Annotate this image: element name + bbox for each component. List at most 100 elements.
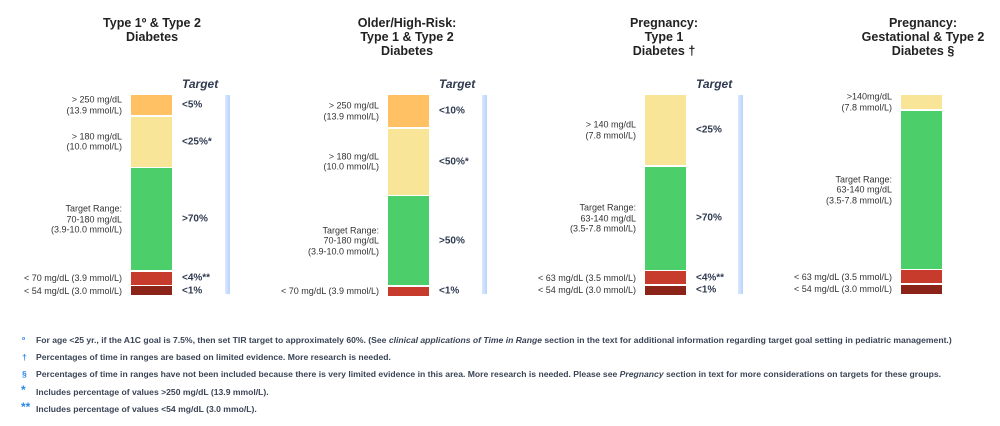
range-label-line: > 250 mg/dL <box>71 94 122 105</box>
reference-line <box>738 95 743 294</box>
in-range-range-label: Target Range: 63-140 mg/dL (3.5-7.8 mmol/L… <box>496 202 636 234</box>
high-range-label: > 180 mg/dL (10.0 mmol/L) <box>239 151 379 172</box>
very-high-target-value: <10% <box>439 105 465 117</box>
footnote-text: Pregnancy <box>619 369 664 380</box>
high-range-label: > 180 mg/dL (10.0 mmol/L) <box>0 131 122 152</box>
footnote: * Includes percentage of values >250 mg/d… <box>21 384 992 403</box>
panel-title-line: Diabetes <box>125 30 179 44</box>
very-low-bar-segment <box>901 284 942 294</box>
in-range-range-label: Target Range: 63-140 mg/dL (3.5-7.8 mmol/L… <box>752 174 892 206</box>
footnote-text: section in the text for additional infor… <box>542 335 952 345</box>
in-range-bar-segment <box>901 110 942 269</box>
high-bar-segment <box>131 116 172 167</box>
in-range-range-label: Target Range: 70-180 mg/dL (3.9-10.0 mmol/… <box>0 203 122 235</box>
panel-title: Pregnancy: Gestational & Type 2 Diabetes § <box>843 16 1000 58</box>
very-high-range-label: > 250 mg/dL (13.9 mmol/L) <box>239 101 379 122</box>
panel-title-line: Type 1 <box>644 30 684 44</box>
very-low-bar-segment <box>645 285 686 295</box>
footnote: § Percentages of time in ranges have not … <box>22 368 992 385</box>
low-range-label: < 70 mg/dL (3.9 mmol/L) <box>0 273 122 284</box>
low-range-label: < 63 mg/dL (3.5 mmol/L) <box>496 272 636 283</box>
target-header: Target <box>696 77 733 91</box>
range-label-line: (7.8 mmol/L) <box>841 102 892 112</box>
range-label-line: < 70 mg/dL (3.9 mmol/L) <box>24 272 122 283</box>
range-label-line: Target Range: <box>322 224 379 235</box>
panel-title: Pregnancy: Type 1 Diabetes † <box>584 16 744 58</box>
high-target-value: <50%* <box>439 156 469 167</box>
footnote: ** Includes percentage of values <54 mg/d… <box>21 401 992 420</box>
high-bar-segment <box>645 95 686 165</box>
in-range-range-label: Target Range: 70-180 mg/dL (3.9-10.0 mmol/… <box>239 225 379 257</box>
panel-title-line: Diabetes § <box>891 44 955 58</box>
footnote-symbol: º <box>22 335 26 345</box>
high-bar-segment <box>901 95 942 109</box>
range-label-line: (10.0 mmol/L) <box>66 141 122 152</box>
footnote-text: Percentages of time in ranges have not b… <box>36 369 620 380</box>
very-high-range-label: > 250 mg/dL (13.9 mmol/L) <box>0 95 122 116</box>
high-range-label: >140mg/dL (7.8 mmol/L) <box>752 92 892 113</box>
range-label-line: > 180 mg/dL <box>71 131 122 141</box>
low-bar-segment <box>645 271 686 284</box>
low-target-value: <4%** <box>182 272 211 284</box>
footnote-text: section in text for more considerations … <box>663 369 942 380</box>
range-label-line: < 54 mg/dL (3.0 mmol/L) <box>538 284 636 295</box>
panel-title-line: Diabetes † <box>632 44 696 58</box>
footnote-text: For age <25 yr., if the A1C goal is 7.5%… <box>36 335 389 345</box>
low-bar-segment <box>901 270 942 283</box>
range-label-line: (13.9 mmol/L) <box>66 105 122 115</box>
range-label-line: Target Range: <box>835 173 892 184</box>
footnote-text: clinical applications of Time in Range <box>388 335 542 345</box>
range-label-line: (10.0 mmol/L) <box>323 161 379 172</box>
range-label-line: (3.5-7.8 mmol/L) <box>825 194 892 205</box>
range-label-line: > 180 mg/dL <box>328 151 379 161</box>
very-high-bar-segment <box>131 95 172 115</box>
range-label-line: > 250 mg/dL <box>328 100 379 111</box>
very-low-range-label: < 54 mg/dL (3.0 mmol/L) <box>0 285 122 296</box>
range-label-line: (3.9-10.0 mmol/L) <box>50 224 122 235</box>
footnote: † Percentages of time in ranges are based… <box>22 351 992 368</box>
range-label-line: < 70 mg/dL (3.9 mmol/L) <box>281 285 379 296</box>
target-header: Target <box>439 77 476 91</box>
low-bar-segment <box>131 271 172 285</box>
footnote-symbol: † <box>22 352 27 363</box>
chart-panel: Pregnancy: Type 1 Diabetes † Target > 140 mg… <box>496 16 744 296</box>
panel-title-line: Diabetes <box>380 44 434 58</box>
footnote-text: Includes percentage of values >250 mg/dL… <box>36 386 269 397</box>
range-label-line: (13.9 mmol/L) <box>323 111 379 121</box>
panel-title-line: Gestational & Type 2 <box>861 30 985 44</box>
range-label-line: < 63 mg/dL (3.5 mmol/L) <box>794 271 892 282</box>
footnote-symbol: § <box>22 369 27 380</box>
range-label-line: Target Range: <box>65 203 122 214</box>
very-low-target-value: <1% <box>182 285 203 296</box>
target-header: Target <box>182 77 219 91</box>
very-low-target-value: <1% <box>696 284 717 296</box>
range-label-line: 70-180 mg/dL <box>66 213 122 224</box>
reference-line <box>482 95 487 294</box>
range-label-line: < 54 mg/dL (3.0 mmol/L) <box>24 285 122 296</box>
range-label-line: 70-180 mg/dL <box>323 235 379 246</box>
low-target-value: <1% <box>439 285 460 297</box>
range-label-line: >140mg/dL <box>846 91 892 102</box>
range-label-line: (7.8 mmol/L) <box>585 130 636 140</box>
footnote: º For age <25 yr., if the A1C goal is 7.5… <box>22 334 992 351</box>
range-label-line: (3.5-7.8 mmol/L) <box>569 223 636 234</box>
chart-panel: Older/High-Risk: Type 1 & Type 2 Diabetes T… <box>239 16 487 297</box>
range-label-line: > 140 mg/dL <box>585 119 636 130</box>
range-label-line: (3.9-10.0 mmol/L) <box>307 245 379 256</box>
low-range-label: < 70 mg/dL (3.9 mmol/L) <box>239 286 379 297</box>
footnote-text: Includes percentage of values <54 mg/dL … <box>36 403 257 414</box>
high-bar-segment <box>388 128 429 195</box>
range-label-line: < 54 mg/dL (3.0 mmol/L) <box>794 283 892 294</box>
low-range-label: < 63 mg/dL (3.5 mmol/L) <box>752 271 892 282</box>
panel-title-line: Type 1 & Type 2 <box>360 30 454 44</box>
footnotes: º For age <25 yr., if the A1C goal is 7.5… <box>21 334 992 420</box>
in-range-target-value: >70% <box>182 213 208 225</box>
very-low-range-label: < 54 mg/dL (3.0 mmol/L) <box>496 285 636 296</box>
panel-title-line: Type 1º & Type 2 <box>103 16 201 30</box>
panel-title-line: Pregnancy: <box>629 16 699 30</box>
high-range-label: > 140 mg/dL (7.8 mmol/L) <box>496 120 636 141</box>
range-label-line: 63-140 mg/dL <box>580 212 636 223</box>
very-low-bar-segment <box>131 286 172 295</box>
range-label-line: Target Range: <box>579 202 636 213</box>
very-high-bar-segment <box>388 95 429 127</box>
